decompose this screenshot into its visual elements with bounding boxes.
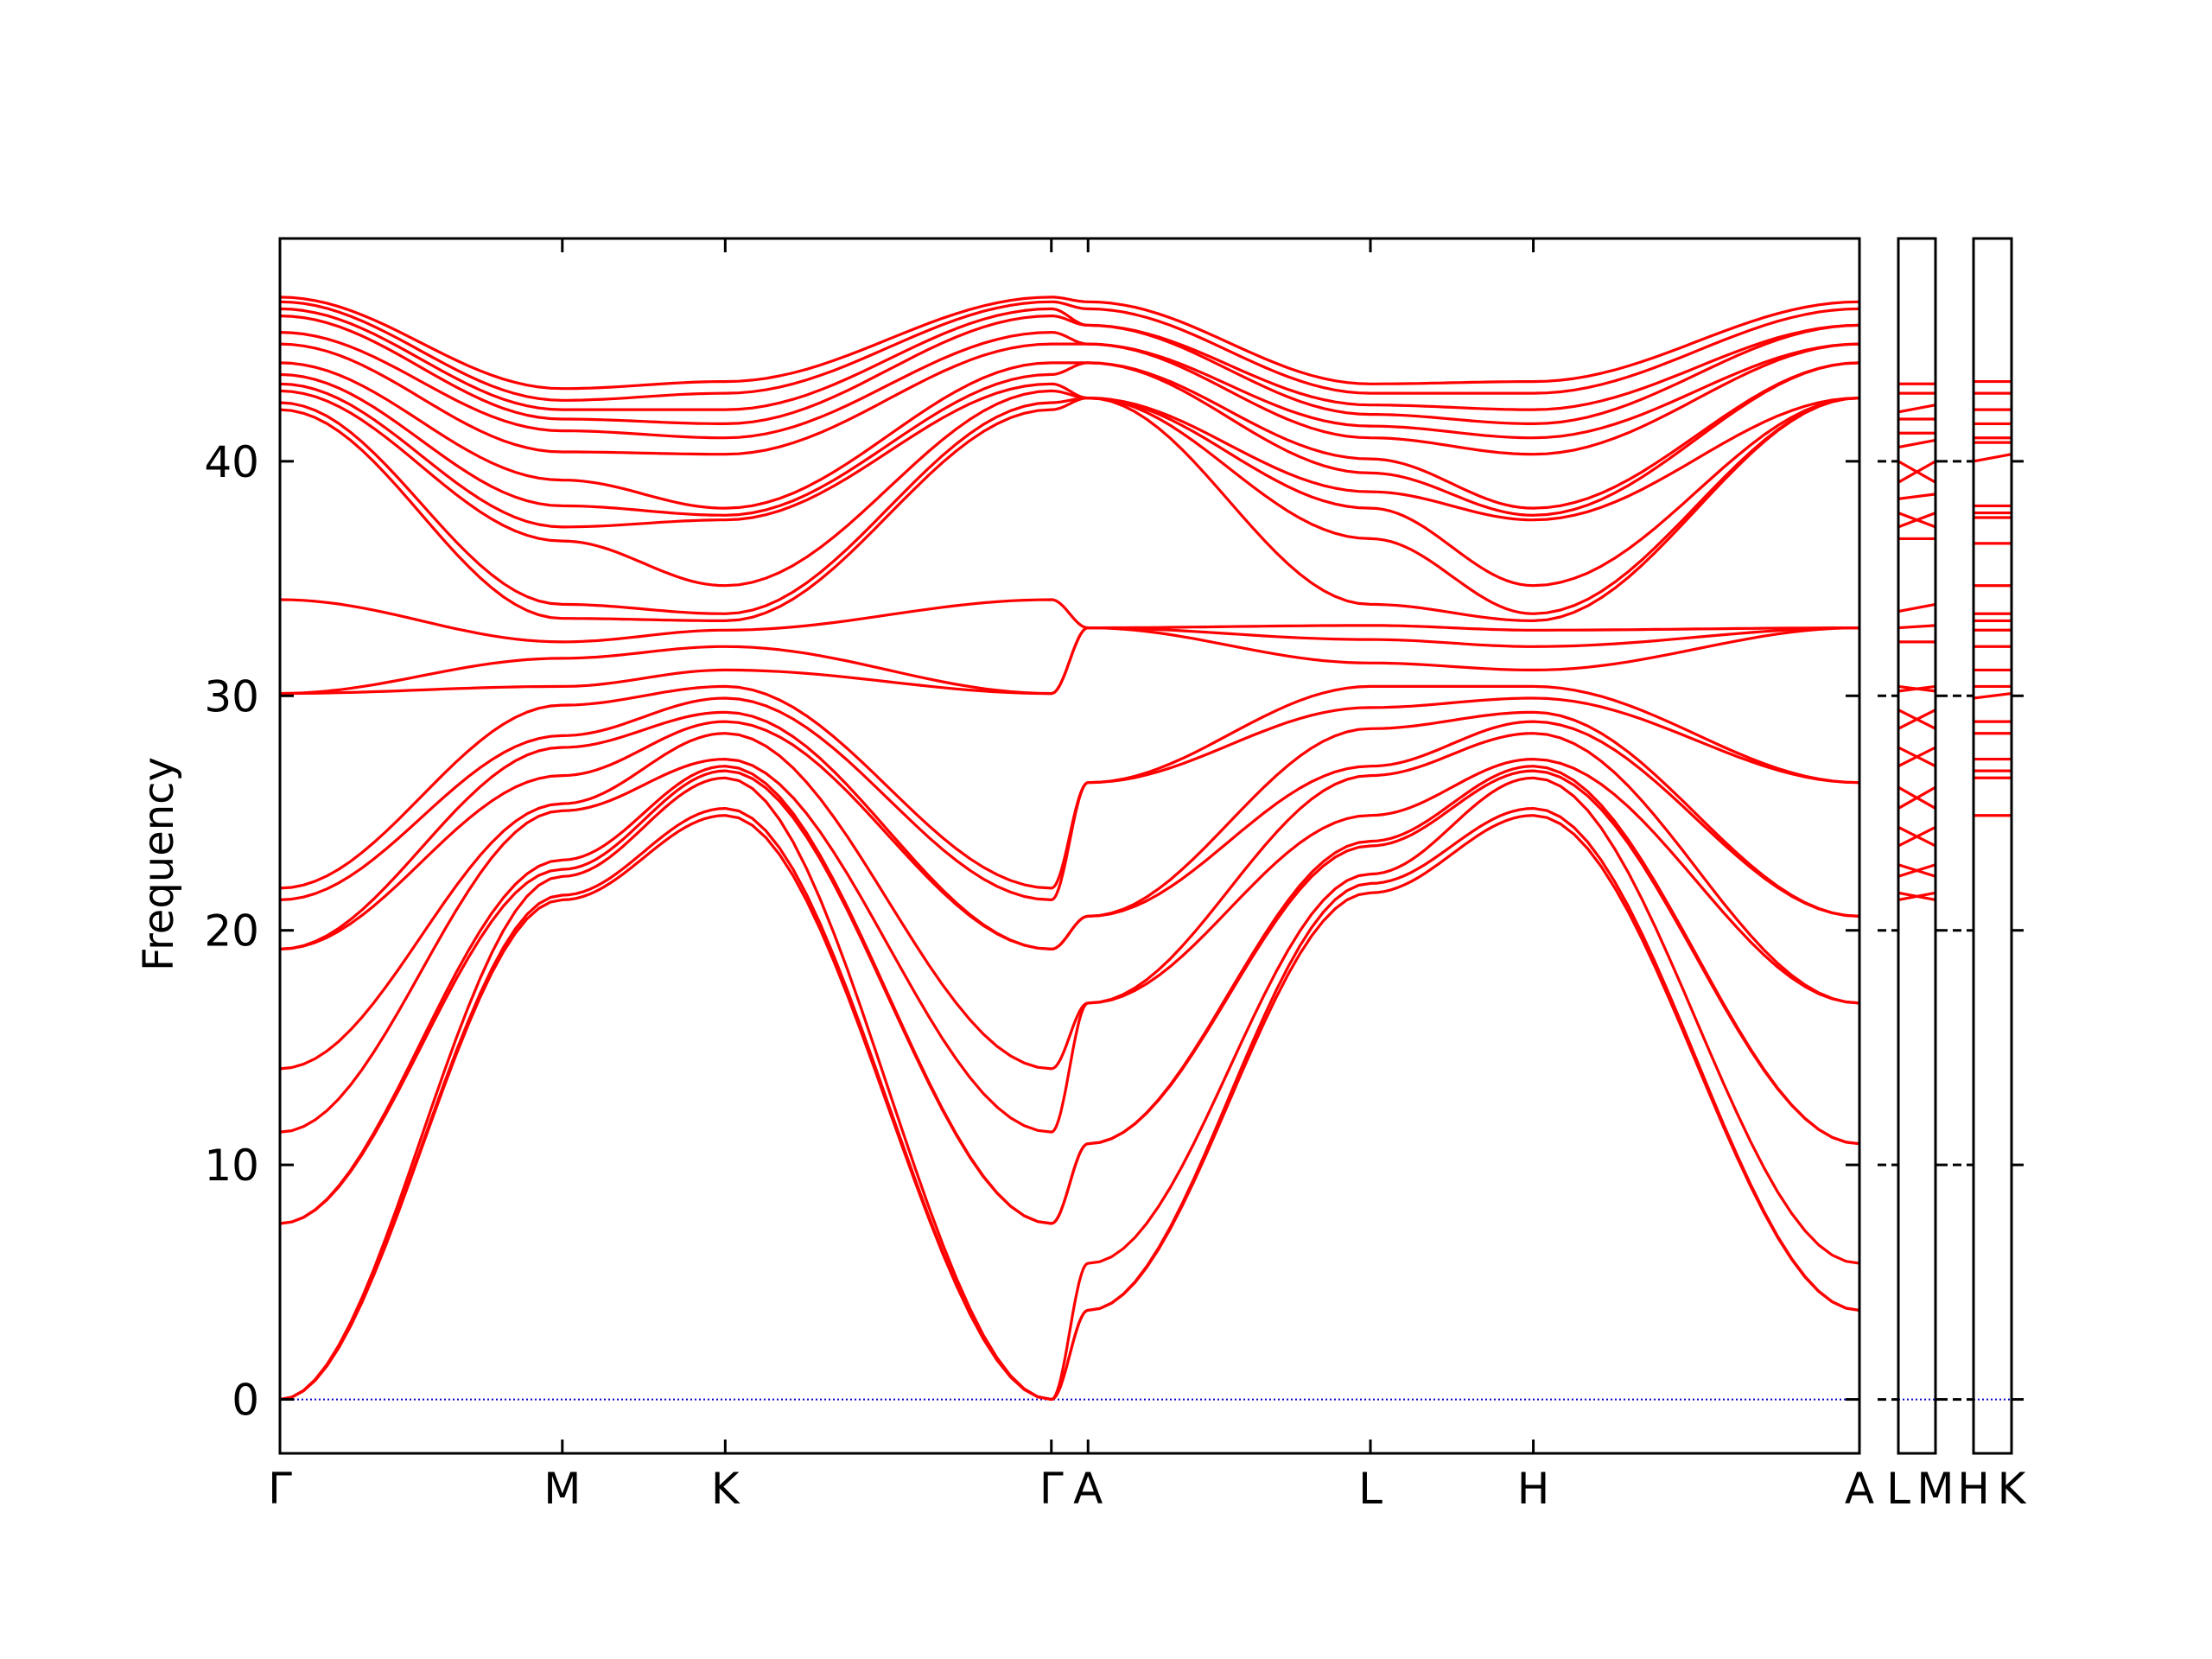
x-tick-label: M	[543, 1464, 581, 1514]
x-tick-label: K	[711, 1464, 741, 1514]
hk-band-19	[1973, 453, 2012, 463]
y-axis-label: Frequency	[135, 757, 183, 971]
band-line-7	[279, 732, 1860, 1071]
x-tick-label: A	[1845, 1464, 1874, 1514]
lm-band-27	[1897, 404, 1936, 414]
band-line-16	[279, 397, 1860, 615]
x-tick-label: Γ	[1039, 1464, 1064, 1514]
band-line-1	[279, 814, 1860, 1402]
y-tick-label: 0	[232, 1376, 259, 1426]
band-line-18	[279, 382, 1860, 529]
band-line-6	[279, 758, 1860, 1134]
y-tick-label: 20	[204, 906, 259, 957]
band-line-9	[279, 710, 1860, 950]
x-tick-label: Γ	[268, 1464, 292, 1514]
panel-frame-1	[278, 237, 1861, 1455]
x-tick-label: M	[1916, 1464, 1954, 1514]
band-line-14	[279, 598, 1859, 644]
band-line-22	[279, 331, 1860, 440]
x-tick-label: H	[1517, 1464, 1550, 1514]
y-tick-label: 40	[204, 437, 259, 487]
lm-band-24	[1897, 438, 1936, 449]
band-line-15	[279, 397, 1860, 622]
band-line-11	[279, 684, 1860, 890]
band-line-10	[279, 696, 1860, 901]
lm-band-14	[1897, 684, 1936, 693]
x-tick-label: L	[1358, 1464, 1382, 1514]
y-tick-label: 10	[204, 1141, 259, 1191]
lm-band-17	[1897, 602, 1936, 613]
band-line-23	[279, 315, 1860, 425]
x-tick-label: H	[1957, 1464, 1990, 1514]
lm-band-4	[1897, 863, 1936, 878]
lm-band-10	[1897, 746, 1936, 768]
lm-band-23	[1897, 460, 1936, 484]
y-tick-label: 30	[204, 671, 259, 721]
band-line-17	[279, 389, 1860, 588]
panel-frame-2	[1897, 237, 1937, 1455]
lm-band-6	[1897, 825, 1936, 848]
lm-band-12	[1897, 709, 1936, 730]
x-tick-label: L	[1886, 1464, 1910, 1514]
band-line-2	[279, 807, 1860, 1402]
band-line-19	[279, 361, 1860, 517]
lm-band-2	[1897, 891, 1936, 902]
panel-frame-3	[1972, 237, 2013, 1455]
lm-band-20	[1897, 512, 1936, 529]
x-tick-label: K	[1998, 1464, 2027, 1514]
lm-band-8	[1897, 785, 1936, 810]
band-line-25	[279, 300, 1860, 402]
x-tick-label: A	[1073, 1464, 1103, 1514]
band-line-5	[279, 765, 1860, 1225]
band-line-21	[279, 342, 1860, 456]
lm-band-21	[1897, 493, 1936, 500]
lm-band-16	[1897, 624, 1936, 630]
hk-band-7	[1973, 691, 2012, 700]
band-line-20	[279, 361, 1860, 510]
band-line-24	[279, 307, 1860, 411]
band-line-26	[279, 296, 1860, 391]
band-line-13	[279, 626, 1860, 696]
band-line-3	[279, 776, 1860, 1402]
